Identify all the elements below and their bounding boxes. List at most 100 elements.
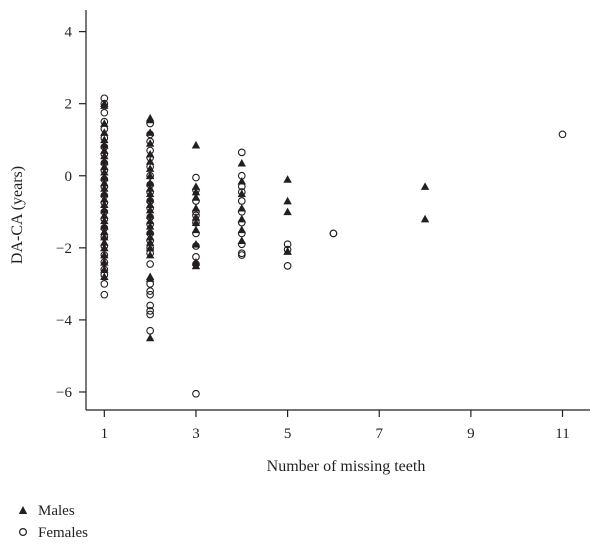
female-point <box>146 260 154 268</box>
female-point <box>100 290 109 299</box>
female-point <box>146 280 154 288</box>
female-point <box>192 218 200 227</box>
female-point <box>283 262 292 270</box>
female-point <box>237 207 246 216</box>
female-point <box>100 94 109 103</box>
male-point <box>145 171 155 180</box>
male-point <box>100 243 109 252</box>
x-tick-label: 7 <box>375 426 383 442</box>
female-point <box>146 130 154 139</box>
female-point <box>558 130 567 139</box>
male-point <box>237 176 246 185</box>
male-point <box>283 196 292 205</box>
x-tick-label: 11 <box>555 426 569 442</box>
male-point <box>191 261 201 270</box>
male-point <box>100 250 109 259</box>
female-point <box>100 150 109 158</box>
y-tick-label: 0 <box>65 169 73 185</box>
axes <box>79 10 590 417</box>
male-point <box>237 158 246 167</box>
male-point <box>145 250 155 259</box>
female-point <box>146 310 154 319</box>
female-point <box>146 146 154 155</box>
male-point <box>100 232 109 241</box>
male-point <box>191 218 201 226</box>
female-point <box>283 240 292 249</box>
male-point <box>191 140 201 149</box>
female-point <box>146 326 154 335</box>
x-tick-label: 5 <box>284 426 292 442</box>
female-point <box>100 233 109 241</box>
legend: Males Females <box>16 500 88 544</box>
female-point <box>237 188 246 196</box>
y-tick-label: −6 <box>56 385 72 401</box>
female-point <box>146 197 154 205</box>
male-point <box>145 194 155 203</box>
female-point <box>100 198 109 207</box>
male-point <box>100 135 109 144</box>
female-point <box>192 242 200 250</box>
male-point <box>145 164 155 172</box>
female-point <box>146 162 154 171</box>
female-point <box>146 287 154 295</box>
male-point <box>283 207 292 216</box>
male-point <box>191 187 201 196</box>
male-point <box>420 182 430 190</box>
male-point <box>100 222 109 230</box>
female-point <box>100 159 109 168</box>
female-point <box>237 148 246 157</box>
female-point <box>146 188 154 196</box>
male-point <box>145 238 155 246</box>
female-point <box>192 211 200 220</box>
female-point <box>329 229 338 238</box>
female-point <box>100 224 109 232</box>
male-point <box>100 272 109 281</box>
female-point <box>100 143 109 151</box>
legend-item-males: Males <box>16 500 88 522</box>
legend-label-females: Females <box>38 524 88 541</box>
female-point <box>100 207 109 216</box>
female-point <box>192 197 200 205</box>
male-point <box>145 128 155 136</box>
female-point <box>146 229 154 238</box>
female-point <box>100 191 109 200</box>
female-point <box>100 242 109 250</box>
female-point <box>146 236 154 245</box>
x-tick-label: 9 <box>467 426 475 442</box>
female-point <box>100 125 109 133</box>
female-point <box>100 215 109 223</box>
female-point <box>100 117 109 126</box>
female-point <box>100 258 109 267</box>
male-point <box>145 333 155 342</box>
data-points <box>100 94 567 398</box>
male-point <box>145 274 155 282</box>
female-point <box>146 301 154 310</box>
female-point <box>237 182 246 191</box>
x-axis-title: Number of missing teeth <box>267 458 426 475</box>
female-point <box>237 171 246 180</box>
y-tick-label: −2 <box>56 241 72 257</box>
triangle-icon <box>16 503 30 520</box>
male-point <box>145 222 155 230</box>
male-point <box>145 243 155 252</box>
female-point <box>146 137 154 146</box>
female-point <box>100 280 109 288</box>
male-point <box>100 140 109 149</box>
male-point <box>100 265 109 273</box>
female-point <box>237 229 246 238</box>
male-point <box>100 258 109 266</box>
male-point <box>145 227 155 235</box>
male-point <box>191 240 201 248</box>
male-point <box>100 205 109 214</box>
female-point <box>146 213 154 222</box>
male-point <box>283 175 292 183</box>
male-point <box>145 205 155 214</box>
female-point <box>100 271 109 279</box>
y-axis-title: DA-CA (years) <box>9 166 26 264</box>
male-point <box>100 157 109 165</box>
male-point <box>100 200 109 208</box>
female-point <box>146 204 154 213</box>
legend-label-males: Males <box>38 502 75 519</box>
male-point <box>145 178 155 187</box>
